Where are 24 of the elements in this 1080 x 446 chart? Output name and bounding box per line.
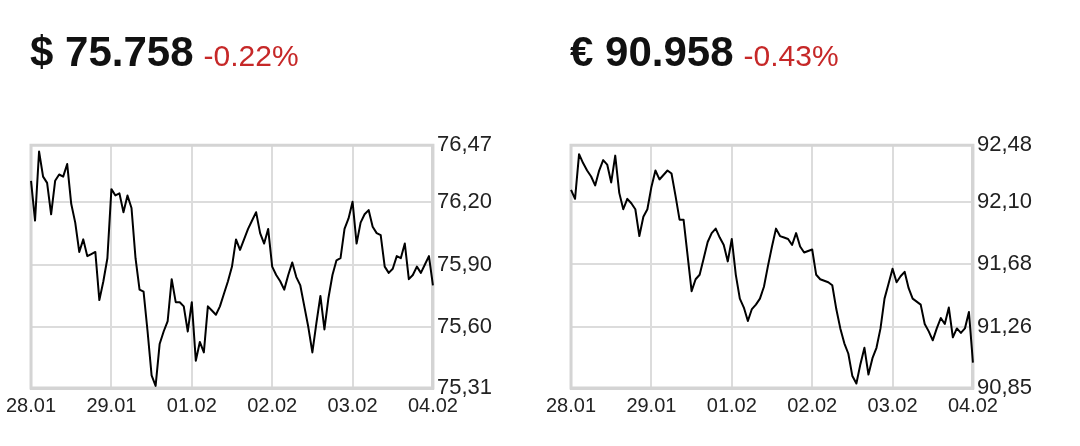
x-tick-label: 04.02 — [947, 393, 998, 416]
x-tick-label: 28.01 — [5, 393, 57, 416]
x-tick-label: 28.01 — [545, 393, 597, 416]
y-tick-label: 91,26 — [976, 312, 1033, 338]
y-tick-label: 76,47 — [436, 131, 493, 157]
y-tick-label: 75,60 — [436, 313, 493, 339]
x-tick-label: 04.02 — [407, 393, 458, 416]
x-tick-label: 02.02 — [787, 393, 838, 416]
chart-subtitle: -0.43% — [743, 39, 839, 72]
x-tick-label: 29.01 — [626, 393, 677, 416]
y-tick-label: 76,20 — [436, 187, 493, 213]
chart-title: € 90.958 — [570, 28, 734, 75]
x-tick-label: 02.02 — [247, 393, 298, 416]
x-tick-label: 01.02 — [706, 393, 757, 416]
x-tick-label: 01.02 — [166, 393, 217, 416]
x-tick-label: 29.01 — [86, 393, 137, 416]
x-tick-label: 03.02 — [867, 393, 918, 416]
y-tick-label: 92,48 — [976, 131, 1033, 157]
chart-title: $ 75.758 — [30, 28, 194, 75]
y-tick-label: 75,90 — [436, 250, 493, 276]
chart-subtitle: -0.22% — [203, 39, 299, 72]
y-tick-label: 91,68 — [976, 250, 1033, 276]
x-tick-label: 03.02 — [327, 393, 378, 416]
y-tick-label: 92,10 — [976, 187, 1033, 213]
